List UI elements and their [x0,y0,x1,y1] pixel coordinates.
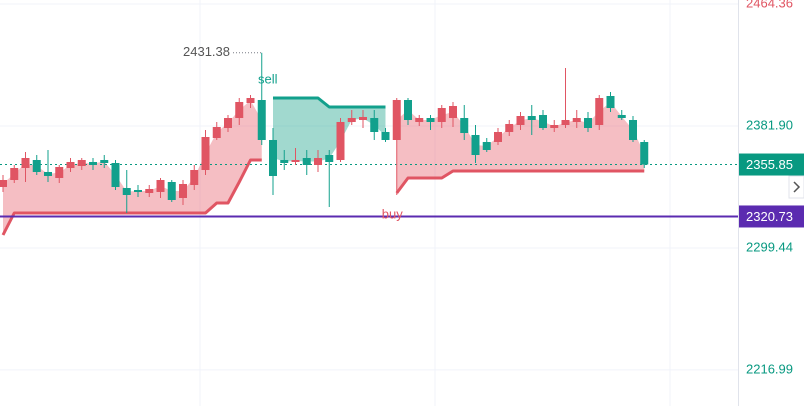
buy-signal: buy [382,206,403,221]
candle-body [617,114,626,119]
candle-body [606,96,615,109]
candle-body [561,119,570,125]
trend-fill [273,98,386,162]
candle-body [516,116,525,125]
candle-body [302,158,311,165]
trend-line [1,158,645,236]
candle-body [381,131,390,140]
candle-body [460,118,469,134]
candle-body [77,159,86,167]
candle-body [269,139,277,177]
candle-body [347,118,356,122]
candle-body [449,106,457,119]
candle-body [167,181,176,200]
candle-body [640,141,649,165]
price-label-box [739,153,804,176]
candle-body [201,136,210,170]
y-tick-label: 2381.90 [746,117,793,132]
candle-body [550,124,559,129]
candle-body [224,118,232,129]
candle-body [494,131,502,142]
candle-body [359,116,367,120]
plot: 2216.99 2299.44 2381.90 2464.36 2431.38 sell b… [0,0,793,376]
scroll-button[interactable] [788,175,804,199]
price-label-box [739,205,804,228]
trend-line [273,96,386,109]
candle-body [111,163,120,187]
candle-body [100,159,109,164]
candle-body [437,108,446,122]
candle-body [505,123,514,132]
candle-body [212,126,221,139]
scroll-arrow [793,181,801,193]
candle-body [190,169,199,185]
candle-body [527,116,536,120]
candle-body [66,161,75,169]
candle-body [55,166,64,179]
candle-body [291,159,300,162]
y-tick-label: 2216.99 [746,361,793,376]
candle-body [471,134,480,155]
candle-body [89,161,97,165]
candle-body [246,98,255,104]
price-label: 2355.85 [746,157,793,172]
candle-body [539,114,547,129]
candle-body [595,98,604,125]
candle-body [145,188,154,194]
candle-body [235,101,244,119]
y-tick-label: 2464.36 [746,0,793,10]
candle-body [122,188,131,195]
candle-body [156,179,165,192]
candle-body [44,171,52,177]
candle-body [584,118,592,129]
high-label: 2431.38 [183,44,230,59]
candle-body [257,99,266,140]
candle-body [280,159,289,164]
candle-body [32,159,41,172]
candle-body [482,141,491,150]
candle-body [314,158,322,165]
candle-body [10,168,19,180]
candle-body [134,189,142,192]
sell-signal: sell [258,71,278,86]
candle-body [325,154,334,162]
candle-body [426,118,435,122]
candle-body [572,118,581,122]
candle-body [415,118,424,122]
trend-fill [3,100,262,235]
candle-body [336,121,345,160]
candle-body [404,99,412,120]
candle-body [392,99,401,140]
candle-body [179,183,187,199]
candle-body [629,119,637,140]
candle-body [0,179,7,187]
y-tick-label: 2299.44 [746,239,793,254]
price-label: 2320.73 [746,209,793,224]
candle-body [21,158,30,169]
candle-body [370,118,379,132]
